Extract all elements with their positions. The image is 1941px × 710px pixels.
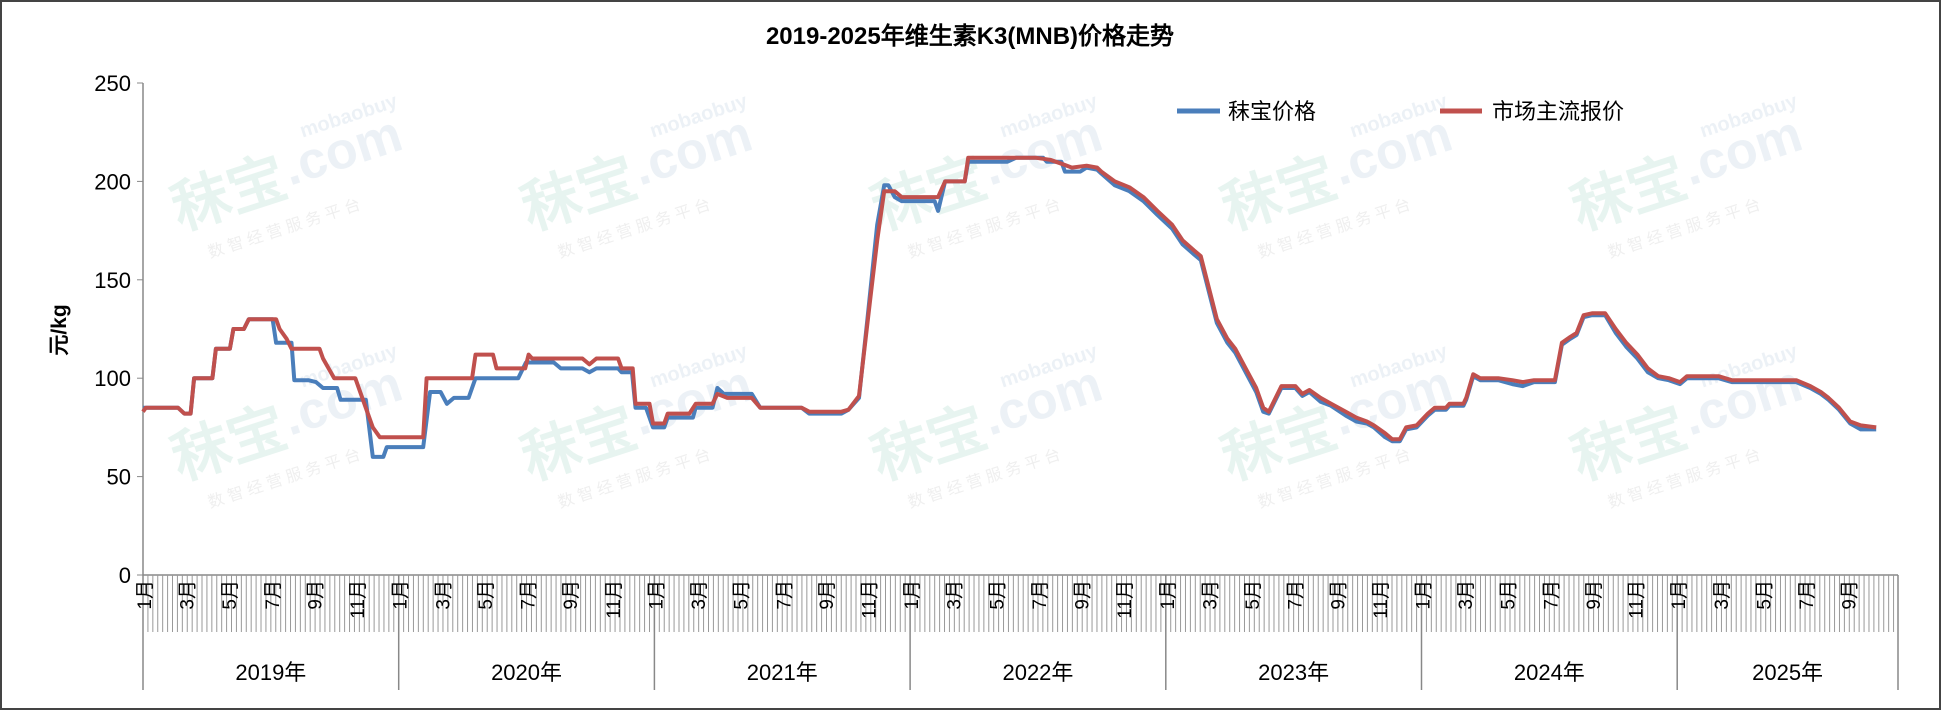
x-month-label: 9月 <box>305 580 326 610</box>
y-tick-label: 100 <box>94 366 131 391</box>
x-axis: 2019年 1月 3月 5月 7月 9月 11月 2020年 1月 3月 5月 7月 9月 11月 2021… <box>135 574 1899 690</box>
y-tick-label: 200 <box>94 169 131 194</box>
x-month-label: 9月 <box>817 580 838 610</box>
x-month-label: 1月 <box>1414 580 1435 610</box>
y-axis: 0 50 100 150 200 250 <box>94 71 144 588</box>
x-month-label: 1月 <box>135 580 156 610</box>
x-year-label: 2020年 <box>491 660 562 685</box>
y-tick-label: 0 <box>119 563 131 588</box>
chart-title: 2019-2025年维生素K3(MNB)价格走势 <box>766 22 1174 50</box>
x-month-label: 5月 <box>732 580 753 610</box>
x-month-label: 5月 <box>220 580 241 610</box>
x-year-label: 2025年 <box>1752 660 1823 685</box>
x-month-label: 3月 <box>1200 580 1221 610</box>
x-month-label: 9月 <box>1073 580 1094 610</box>
legend-label-market: 市场主流报价 <box>1492 99 1624 124</box>
x-year-label: 2022年 <box>1002 660 1073 685</box>
x-month-label: 5月 <box>1754 580 1775 610</box>
x-year-label: 2021年 <box>747 660 818 685</box>
x-month-label: 7月 <box>1541 580 1562 610</box>
x-month-label: 7月 <box>1030 580 1051 610</box>
x-month-label: 3月 <box>689 580 710 610</box>
legend: 秣宝价格 市场主流报价 <box>1177 99 1624 124</box>
x-year-label: 2023年 <box>1258 660 1329 685</box>
x-month-label: 7月 <box>519 580 540 610</box>
x-month-label: 1月 <box>902 580 923 610</box>
y-tick-label: 50 <box>107 465 131 490</box>
x-month-label: 11月 <box>859 580 880 619</box>
x-month-label: 9月 <box>1840 580 1861 610</box>
x-month-label: 5月 <box>1243 580 1264 610</box>
x-month-label: 5月 <box>476 580 497 610</box>
x-month-label: 5月 <box>1499 580 1520 610</box>
x-month-label: 3月 <box>1456 580 1477 610</box>
y-tick-label: 150 <box>94 268 131 293</box>
x-month-label: 7月 <box>1797 580 1818 610</box>
x-month-label: 11月 <box>1371 580 1392 619</box>
legend-label-mobao: 秣宝价格 <box>1228 99 1316 124</box>
x-month-label: 11月 <box>348 580 369 619</box>
y-tick-label: 250 <box>94 71 131 96</box>
y-axis-label: 元/kg <box>48 304 71 355</box>
x-month-label: 11月 <box>604 580 625 619</box>
x-month-label: 11月 <box>1115 580 1136 619</box>
x-month-label: 7月 <box>263 580 284 610</box>
x-year-label: 2024年 <box>1514 660 1585 685</box>
x-month-label: 5月 <box>987 580 1008 610</box>
x-month-label: 1月 <box>391 580 412 610</box>
x-month-label: 9月 <box>1584 580 1605 610</box>
x-month-label: 3月 <box>433 580 454 610</box>
x-month-label: 7月 <box>774 580 795 610</box>
x-month-label: 1月 <box>1669 580 1690 610</box>
x-month-label: 7月 <box>1286 580 1307 610</box>
x-month-label: 11月 <box>1627 580 1648 619</box>
x-month-label: 9月 <box>1328 580 1349 610</box>
series-line-market <box>141 155 1877 442</box>
series-lines <box>141 155 1877 459</box>
x-month-label: 3月 <box>1712 580 1733 610</box>
x-year-label: 2019年 <box>235 660 306 685</box>
watermark-layer: 秣宝.commobaobuy数 智 经 营 服 务 平 台秣宝.commobao… <box>164 90 1809 512</box>
x-month-label: 9月 <box>561 580 582 610</box>
x-month-label: 3月 <box>178 580 199 610</box>
x-month-label: 1月 <box>1158 580 1179 610</box>
x-month-label: 1月 <box>646 580 667 610</box>
x-month-label: 3月 <box>945 580 966 610</box>
